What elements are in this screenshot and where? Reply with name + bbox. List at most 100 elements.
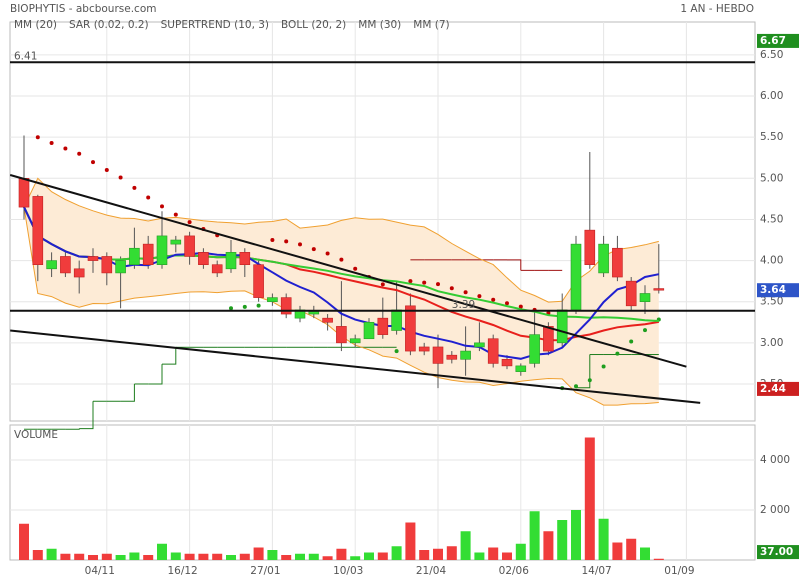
- volume-bar: [377, 552, 388, 560]
- volume-bar: [653, 558, 664, 560]
- sar-dot: [91, 160, 95, 165]
- volume-bar: [170, 552, 181, 560]
- candle-body: [142, 243, 154, 265]
- sar-dot: [270, 238, 275, 243]
- sar-dot: [311, 247, 316, 252]
- volume-bar: [184, 553, 195, 560]
- price-tag: [757, 283, 799, 298]
- volume-bar: [226, 555, 236, 560]
- x-tick-label: 01/09: [664, 565, 694, 577]
- volume-bar: [336, 548, 347, 560]
- sar-dot: [449, 286, 454, 291]
- candle-body: [129, 247, 140, 265]
- volume-bar: [391, 546, 402, 560]
- volume-bar: [571, 510, 581, 560]
- y-tick-label: 4.50: [760, 213, 783, 225]
- candle-body: [391, 309, 402, 331]
- candle-body: [584, 229, 596, 265]
- volume-bar: [115, 555, 126, 560]
- volume-bar: [419, 550, 430, 560]
- sar-dot: [173, 212, 178, 217]
- candle-body: [198, 252, 209, 265]
- candle-body: [211, 264, 223, 274]
- candle-body: [239, 252, 251, 265]
- sar-dot: [518, 304, 523, 309]
- volume-bar: [239, 553, 250, 560]
- y-tick-label: 5.00: [760, 172, 783, 184]
- volume-bar: [143, 555, 154, 560]
- level-label: 3.39: [452, 299, 475, 311]
- sar-dot: [339, 257, 344, 262]
- volume-bar: [446, 546, 457, 560]
- candle-body: [267, 297, 278, 303]
- candle-body: [432, 346, 444, 364]
- candle-body: [73, 268, 85, 278]
- candle-body: [280, 297, 292, 315]
- supertrend: [148, 364, 163, 385]
- moving-average: [23, 206, 659, 360]
- y-tick-label: 2 000: [760, 504, 790, 516]
- sar-dot: [104, 168, 109, 173]
- supertrend: [507, 259, 522, 271]
- candle-body: [405, 305, 416, 352]
- volume-label: VOLUME: [14, 429, 58, 441]
- candle-body: [363, 321, 375, 340]
- candle-body: [529, 334, 540, 364]
- sar-dot: [35, 135, 40, 140]
- price-tag: [757, 33, 799, 48]
- candle-body: [612, 247, 623, 278]
- sar-dot: [146, 195, 151, 200]
- sar-dot: [160, 204, 164, 209]
- volume-bar: [598, 518, 609, 560]
- sar-dot: [408, 279, 413, 284]
- candle-body: [543, 326, 554, 352]
- volume-bar: [212, 553, 223, 560]
- sar-dot: [49, 140, 54, 145]
- volume-bar: [612, 542, 623, 560]
- volume-bar: [460, 531, 471, 560]
- candle-body: [446, 354, 458, 360]
- price-tag: [757, 381, 799, 396]
- candle-body: [18, 178, 30, 208]
- candle-body: [487, 338, 499, 364]
- legend-entry: SUPERTREND (10, 3): [161, 19, 269, 31]
- supertrend: [162, 347, 177, 365]
- candle-body: [501, 358, 513, 367]
- candle-body: [653, 288, 665, 291]
- volume-bar: [281, 555, 292, 560]
- volume-bar: [19, 523, 29, 560]
- y-tick-label: 4 000: [760, 454, 790, 466]
- sar-dot: [77, 151, 82, 156]
- volume-bar: [74, 553, 85, 560]
- sar-dot: [436, 282, 440, 287]
- y-tick-label: 3.50: [760, 296, 783, 308]
- volume-bar: [364, 552, 374, 560]
- sar-dot: [63, 146, 68, 151]
- candle-body: [115, 260, 126, 274]
- volume-bar: [101, 553, 112, 560]
- legend-entry: SAR (0.02, 0.2): [69, 19, 149, 31]
- volume-bar: [157, 543, 167, 560]
- candle-body: [474, 342, 485, 348]
- volume-bar: [488, 547, 499, 560]
- x-tick-label: 02/06: [499, 565, 530, 577]
- candle-body: [170, 239, 182, 245]
- price-tag-label: 3.64: [760, 284, 786, 296]
- legend-entry: MM (30): [358, 19, 401, 31]
- volume-bar: [433, 548, 443, 560]
- x-tick-label: 04/11: [85, 565, 115, 577]
- candle-body: [156, 235, 168, 265]
- volume-bar: [626, 538, 637, 560]
- volume-bar: [32, 550, 43, 560]
- sar-dot: [118, 175, 123, 180]
- volume-bar: [60, 553, 71, 560]
- trendline: [10, 329, 701, 404]
- candle-body: [598, 243, 609, 274]
- sar-dot: [629, 339, 634, 344]
- sar-dot: [587, 378, 592, 383]
- sar-dot: [491, 297, 496, 302]
- y-tick-label: 6.50: [760, 49, 783, 61]
- supertrend: [79, 401, 94, 430]
- price-tag-label: 2.44: [760, 383, 786, 395]
